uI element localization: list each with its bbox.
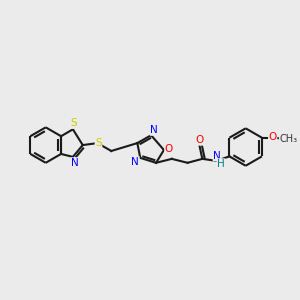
Text: N: N (213, 151, 221, 161)
Text: O: O (268, 132, 277, 142)
Text: N: N (71, 158, 79, 168)
Text: S: S (95, 138, 102, 148)
Text: S: S (70, 118, 77, 128)
Text: O: O (195, 135, 203, 145)
Text: N: N (131, 157, 139, 167)
Text: O: O (165, 144, 173, 154)
Text: CH₃: CH₃ (279, 134, 298, 144)
Text: N: N (150, 125, 158, 135)
Text: H: H (217, 159, 225, 169)
